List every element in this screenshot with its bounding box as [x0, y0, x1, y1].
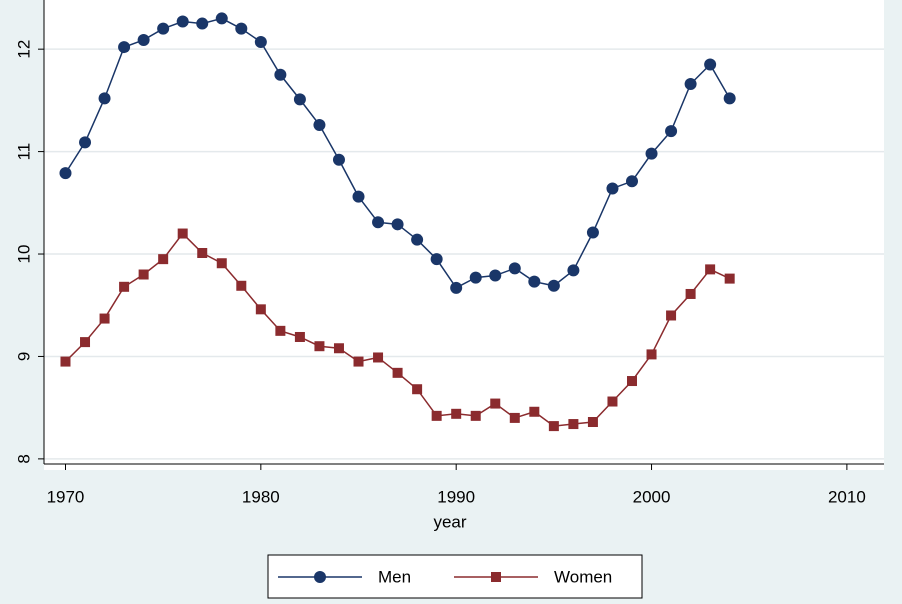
data-point [197, 247, 208, 258]
data-point [666, 310, 677, 321]
data-point [724, 273, 735, 284]
data-point [548, 421, 559, 432]
data-point [606, 182, 619, 195]
x-tick-label: 2010 [828, 487, 866, 506]
data-point [705, 264, 716, 275]
data-point [293, 93, 306, 106]
data-point [626, 175, 638, 188]
data-point [157, 22, 170, 35]
data-point [98, 92, 111, 105]
data-point [372, 216, 385, 229]
data-point [607, 396, 618, 407]
data-point [314, 341, 325, 352]
data-point [294, 331, 305, 342]
data-point [392, 367, 403, 378]
x-tick-label: 1990 [437, 487, 475, 506]
data-point [430, 253, 443, 266]
data-point [333, 343, 344, 354]
data-point [80, 337, 91, 348]
data-point [255, 304, 266, 315]
plot-region [44, 0, 884, 470]
data-point [215, 12, 228, 25]
data-point [177, 228, 188, 239]
data-point [196, 17, 209, 30]
data-point [274, 68, 287, 81]
data-point [118, 41, 131, 54]
legend-marker [314, 571, 326, 583]
data-point [353, 356, 364, 367]
data-point [665, 125, 678, 138]
data-point [332, 153, 345, 166]
y-tick-label: 9 [14, 352, 33, 361]
y-tick-label: 8 [14, 454, 33, 463]
x-tick-label: 1980 [242, 487, 280, 506]
data-point [137, 33, 150, 46]
data-point [587, 417, 598, 428]
data-point [470, 410, 481, 421]
data-point [59, 167, 72, 180]
y-tick-label: 12 [14, 40, 33, 59]
data-point [119, 281, 130, 292]
data-point [645, 147, 658, 160]
data-point [79, 136, 92, 149]
data-point [508, 262, 521, 275]
data-point [313, 118, 326, 131]
data-point [509, 412, 520, 423]
legend-marker [491, 572, 501, 582]
data-point [412, 384, 423, 395]
data-point [176, 15, 189, 28]
legend-label: Women [554, 567, 612, 586]
data-point [235, 22, 248, 35]
data-point [391, 218, 404, 231]
y-tick-label: 11 [14, 143, 33, 161]
data-point [431, 410, 442, 421]
data-point [723, 92, 736, 105]
x-axis-label: year [433, 512, 466, 531]
legend-label: Men [378, 567, 411, 586]
y-tick-label: 10 [14, 245, 33, 264]
data-point [254, 35, 267, 48]
x-tick-label: 1970 [47, 487, 85, 506]
data-point [529, 406, 540, 417]
data-point [60, 356, 71, 367]
data-point [450, 281, 463, 294]
data-point [685, 288, 696, 299]
data-point [373, 352, 384, 363]
x-tick-label: 2000 [633, 487, 671, 506]
data-point [352, 190, 365, 203]
data-point [704, 58, 717, 71]
data-point [490, 398, 501, 409]
data-point [684, 77, 697, 90]
data-point [236, 280, 247, 291]
data-point [99, 313, 110, 324]
data-point [627, 376, 637, 387]
data-point [568, 419, 579, 430]
data-point [469, 271, 482, 284]
data-point [646, 349, 657, 360]
data-point [158, 254, 169, 265]
data-point [528, 275, 541, 288]
data-point [138, 269, 149, 280]
data-point [586, 226, 599, 239]
data-point [275, 325, 286, 336]
data-point [451, 408, 462, 419]
data-point [567, 264, 580, 277]
data-point [216, 258, 227, 269]
data-point [547, 279, 560, 292]
data-point [489, 269, 502, 282]
data-point [411, 233, 424, 246]
